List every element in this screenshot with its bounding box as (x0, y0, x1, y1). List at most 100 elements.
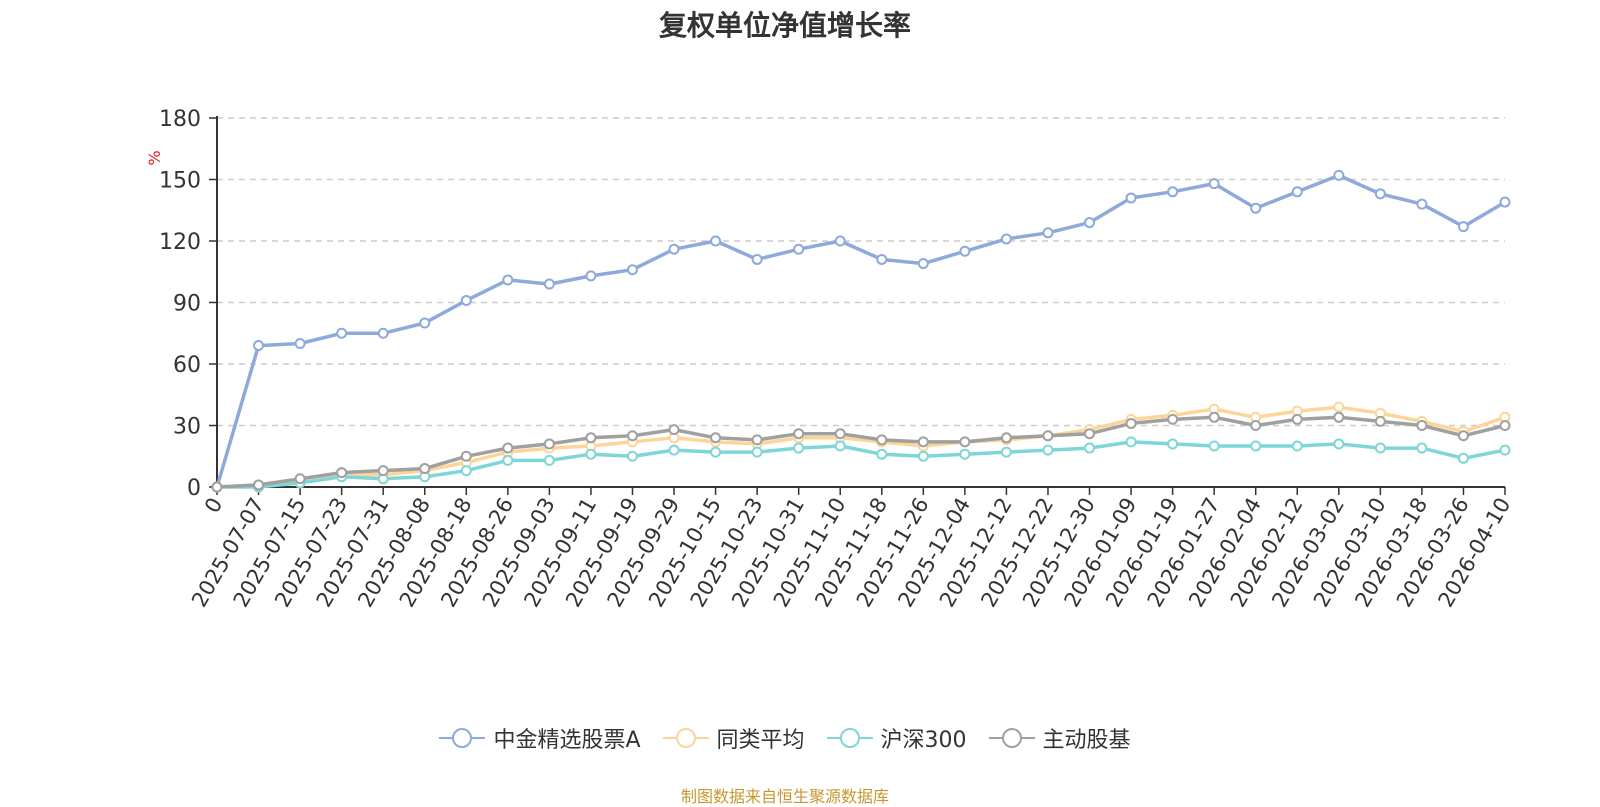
data-point (1333, 401, 1345, 413)
data-point (460, 450, 472, 462)
legend-label: 同类平均 (716, 728, 805, 753)
data-point (793, 442, 805, 454)
data-point (1333, 438, 1345, 450)
data-point (917, 436, 929, 448)
data-point (1333, 169, 1345, 181)
source-note: 制图数据来自恒生聚源数据库 (680, 787, 889, 806)
legend-marker-icon (662, 728, 709, 748)
data-point (710, 446, 722, 458)
data-point (834, 440, 846, 452)
data-point (1457, 221, 1469, 233)
data-point (1250, 202, 1262, 214)
legend-label: 沪深300 (880, 728, 967, 753)
data-point (1374, 442, 1386, 454)
legend: 中金精选股票A 同类平均 沪深300 主动股基 (0, 722, 1570, 754)
series-3 (211, 411, 1511, 493)
data-point (1499, 444, 1511, 456)
data-point (377, 465, 389, 477)
data-point (751, 446, 763, 458)
data-point (1291, 440, 1303, 452)
data-point (1499, 420, 1511, 431)
data-point (1416, 420, 1428, 431)
data-point (1084, 428, 1096, 440)
data-point (710, 432, 722, 444)
legend-label: 中金精选股票A (493, 728, 641, 753)
data-point (253, 340, 265, 352)
data-point (1125, 192, 1137, 204)
data-point (917, 450, 929, 462)
data-point (1250, 440, 1262, 452)
data-point (1167, 186, 1179, 198)
data-point (1208, 411, 1220, 423)
legend-item[interactable]: 中金精选股票A (439, 722, 641, 754)
data-point (419, 317, 431, 329)
data-point (834, 428, 846, 440)
data-point (502, 442, 514, 454)
data-point (1042, 444, 1054, 456)
data-point (793, 428, 805, 440)
y-tick-label: 120 (159, 230, 201, 255)
data-point (460, 294, 472, 306)
data-point (751, 434, 763, 446)
data-point (1084, 217, 1096, 229)
legend-item[interactable]: 同类平均 (662, 722, 805, 754)
data-point (626, 430, 638, 442)
data-point (1291, 186, 1303, 198)
data-point (1416, 442, 1428, 454)
legend-item[interactable]: 沪深300 (826, 722, 967, 754)
y-tick-label: 60 (173, 353, 201, 378)
data-point (710, 235, 722, 247)
legend-marker-icon (439, 728, 486, 748)
data-point (751, 253, 763, 265)
chart-title: 复权单位净值增长率 (658, 9, 911, 42)
data-point (585, 270, 597, 282)
data-point (959, 436, 971, 448)
data-point (253, 479, 265, 491)
data-point (1125, 417, 1137, 429)
series-line (215, 440, 1507, 489)
data-point (1000, 446, 1012, 458)
legend-label: 主动股基 (1042, 728, 1131, 753)
grid-lines (217, 117, 1505, 427)
series-line (215, 405, 1507, 489)
data-point (917, 258, 929, 270)
data-point (294, 338, 306, 349)
data-point (419, 463, 431, 475)
data-point (668, 444, 680, 456)
data-point (668, 424, 680, 436)
data-point (211, 481, 223, 493)
data-point (1042, 227, 1054, 239)
data-point (1208, 178, 1220, 190)
data-point (1000, 432, 1012, 444)
y-tick-label: 0 (187, 476, 201, 501)
data-point (585, 432, 597, 444)
axes (209, 116, 1506, 495)
y-axis-label: % (145, 150, 164, 165)
data-point (502, 274, 514, 286)
data-point (1416, 198, 1428, 210)
y-tick-label: 180 (159, 107, 201, 132)
data-point (1457, 430, 1469, 442)
data-point (793, 243, 805, 255)
legend-marker-icon (988, 728, 1035, 748)
y-tick-label: 90 (173, 292, 201, 317)
data-point (377, 327, 389, 339)
data-point (294, 473, 306, 485)
legend-item[interactable]: 主动股基 (988, 722, 1131, 754)
data-point (502, 454, 514, 466)
data-point (876, 448, 888, 460)
series-0 (211, 169, 1511, 493)
data-point (1291, 413, 1303, 425)
data-point (460, 465, 472, 477)
data-point (668, 243, 680, 255)
data-point (959, 448, 971, 460)
data-point (1208, 440, 1220, 452)
data-point (834, 235, 846, 247)
data-point (876, 253, 888, 265)
data-point (1457, 452, 1469, 464)
data-point (1374, 188, 1386, 200)
data-point (543, 454, 555, 466)
x-tick-label: 0 (200, 494, 227, 518)
data-point (1250, 420, 1262, 431)
tick-labels: 0306090120150180%02025-07-072025-07-1520… (145, 107, 1515, 611)
